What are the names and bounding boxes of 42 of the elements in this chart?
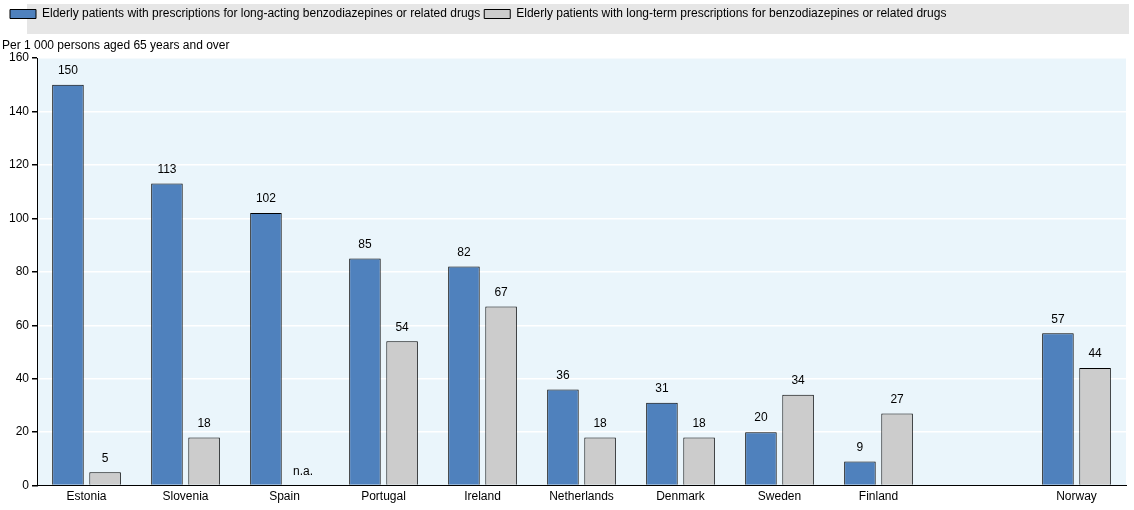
x-tick-label: Sweden: [757, 489, 802, 504]
legend-label: Elderly patients with long-term prescriptions for benzodiazepines or related drugs: [516, 6, 947, 21]
data-label: 102: [255, 191, 277, 206]
y-tick-label: 40: [15, 371, 30, 386]
y-tick-label: 160: [8, 50, 30, 65]
y-tick-label: 100: [8, 210, 30, 225]
data-label: 54: [395, 319, 410, 334]
data-label: 113: [157, 161, 177, 176]
data-label: 20: [754, 410, 768, 425]
y-tick-label: 0: [22, 477, 30, 492]
y-tick-label: 140: [8, 103, 30, 118]
data-label: 85: [358, 236, 372, 251]
x-tick-label: Netherlands: [549, 489, 614, 504]
x-tick-label: Denmark: [656, 489, 706, 504]
x-tick-label: Ireland: [464, 489, 501, 504]
x-tick-label: Finland: [858, 489, 899, 504]
data-label: 57: [1051, 311, 1065, 326]
data-label: 36: [556, 367, 570, 382]
y-tick-label: 120: [8, 157, 30, 172]
x-tick-label: Spain: [269, 489, 300, 504]
data-label: 9: [856, 439, 864, 454]
legend-label: Elderly patients with prescriptions for long-acting benzodiazepines or related drugs: [42, 6, 481, 21]
data-label: 44: [1088, 346, 1103, 361]
data-label: 18: [593, 415, 608, 430]
x-tick-label: Portugal: [361, 489, 406, 504]
data-label: 27: [890, 391, 905, 406]
y-axis-title: Per 1 000 persons aged 65 years and over: [2, 38, 230, 53]
data-label: 150: [57, 63, 79, 78]
data-label: 18: [197, 415, 212, 430]
y-tick-label: 60: [15, 317, 30, 332]
x-tick-label: Slovenia: [162, 489, 209, 504]
text: n.a.: [293, 463, 314, 478]
x-tick-label: Norway: [1056, 489, 1097, 504]
data-label: 34: [791, 373, 806, 388]
data-label: 5: [101, 450, 109, 465]
data-label: 82: [457, 244, 471, 259]
x-tick-label: Estonia: [66, 489, 107, 504]
data-label: 18: [692, 415, 707, 430]
y-tick-label: 20: [15, 424, 30, 439]
data-label: 67: [494, 284, 509, 299]
data-label: 31: [655, 381, 669, 396]
y-tick-label: 80: [15, 264, 30, 279]
